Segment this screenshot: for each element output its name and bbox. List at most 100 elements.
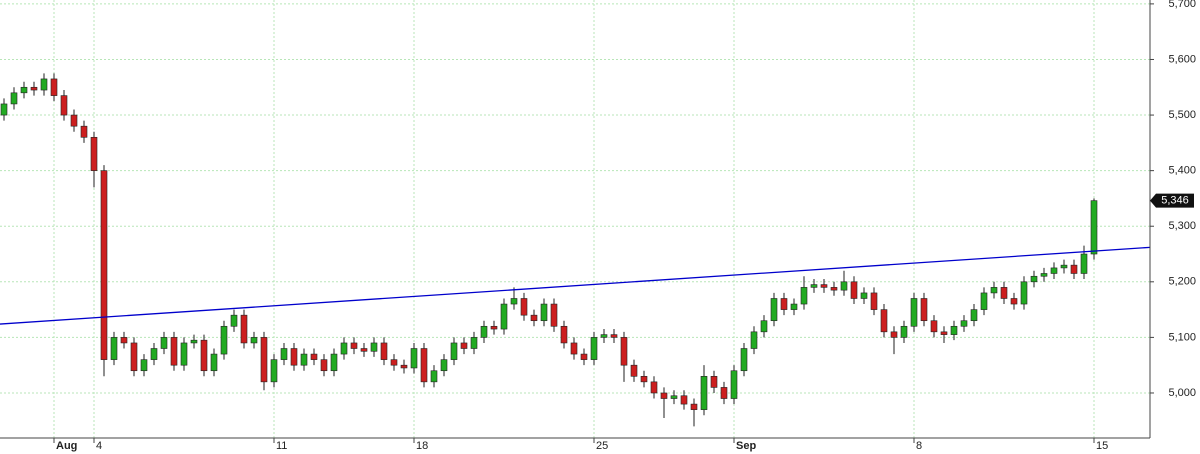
candle-body xyxy=(440,359,448,372)
candle-body xyxy=(60,95,68,116)
candle-body xyxy=(270,359,278,383)
candle-body xyxy=(20,86,28,94)
candle-body xyxy=(810,284,818,288)
candle-body xyxy=(830,287,838,291)
candles xyxy=(0,73,1151,427)
candle-body xyxy=(330,353,338,372)
x-tick-label: 15 xyxy=(1096,440,1108,452)
candle-body xyxy=(530,314,538,322)
x-tick-label: Sep xyxy=(736,440,756,452)
candle-body xyxy=(950,325,958,335)
candle-body xyxy=(1020,281,1028,305)
candle-body xyxy=(820,284,828,288)
x-tick-label: 25 xyxy=(596,440,608,452)
candle-body xyxy=(870,292,878,310)
candle-body xyxy=(620,337,628,366)
candle-body xyxy=(480,325,488,338)
y-tick-label: 5,500 xyxy=(1168,109,1196,121)
candle-body xyxy=(190,339,198,344)
candle-body xyxy=(910,298,918,327)
candle-body xyxy=(900,325,908,338)
candle-body xyxy=(630,364,638,377)
candle-body xyxy=(970,309,978,322)
candle-body xyxy=(590,337,598,360)
candle-body xyxy=(220,325,228,355)
candle-body xyxy=(50,78,58,96)
y-tick-label: 5,100 xyxy=(1168,331,1196,343)
candle-body xyxy=(100,170,108,360)
labels: 5,000 5,100 5,200 5,300 5,400 5,500 5,600 5,700… xyxy=(53,0,1196,452)
candle-body xyxy=(420,348,428,383)
candle-body xyxy=(1030,275,1038,283)
candle-body xyxy=(650,381,658,394)
candle-body xyxy=(260,337,268,383)
candle-body xyxy=(740,348,748,372)
candle-body xyxy=(690,403,698,410)
y-tick-label: 5,000 xyxy=(1168,387,1196,399)
candle-body xyxy=(450,342,458,360)
candle-body xyxy=(930,320,938,333)
candle-body xyxy=(320,359,328,372)
candle-body xyxy=(430,370,438,383)
candle-body xyxy=(560,325,568,344)
candle-body xyxy=(750,331,758,349)
candle-body xyxy=(660,392,668,399)
last-price-tag xyxy=(1150,193,1194,208)
y-tick-label: 5,300 xyxy=(1168,220,1196,232)
candle-body xyxy=(400,364,408,369)
candle-body xyxy=(340,342,348,355)
candle-body xyxy=(880,309,888,333)
candle-body xyxy=(510,298,518,305)
candle-body xyxy=(570,342,578,355)
candle-body xyxy=(160,337,168,349)
candle-body xyxy=(380,342,388,360)
x-tick-label: 18 xyxy=(416,440,428,452)
candle-body xyxy=(90,136,98,171)
candle-body xyxy=(1010,298,1018,305)
last-price-label: 5,346 xyxy=(1161,195,1189,207)
candle-body xyxy=(0,103,8,116)
candle-body xyxy=(940,331,948,335)
candle-body xyxy=(540,303,548,322)
y-tick-label: 5,700 xyxy=(1168,0,1196,10)
x-tick-label: 8 xyxy=(916,440,922,452)
candle-body xyxy=(80,125,88,138)
candle-body xyxy=(470,337,478,349)
candle-body xyxy=(490,325,498,330)
candle-body xyxy=(300,353,308,366)
candle-body xyxy=(800,287,808,305)
candle-body xyxy=(840,281,848,291)
candle-body xyxy=(670,395,678,399)
trend-line xyxy=(0,246,1151,325)
candle-body xyxy=(960,320,968,327)
candle-body xyxy=(730,370,738,399)
candle-body xyxy=(410,348,418,369)
candle-body xyxy=(1050,267,1058,274)
candle-body xyxy=(760,320,768,333)
candle-body xyxy=(10,92,18,105)
candle-body xyxy=(600,334,608,338)
candle-body xyxy=(200,339,208,372)
candle-body xyxy=(370,342,378,352)
x-tick-label: 4 xyxy=(96,440,102,452)
candle-body xyxy=(250,337,258,344)
candle-body xyxy=(980,292,988,310)
candle-body xyxy=(720,387,728,399)
candle-body xyxy=(500,303,508,330)
candle-body xyxy=(1000,287,1008,299)
candle-body xyxy=(520,298,528,316)
candle-body xyxy=(1060,264,1068,269)
candle-body xyxy=(770,298,778,322)
y-tick-label: 5,200 xyxy=(1168,276,1196,288)
candle-body xyxy=(390,359,398,366)
candle-body xyxy=(130,342,138,372)
x-tick-label: Aug xyxy=(56,440,77,452)
candle-body xyxy=(460,342,468,349)
candle-body xyxy=(170,337,178,366)
candle-body xyxy=(640,376,648,383)
candle-body xyxy=(290,348,298,366)
candle-body xyxy=(700,376,708,410)
candle-body xyxy=(280,348,288,360)
y-tick-label: 5,600 xyxy=(1168,53,1196,65)
